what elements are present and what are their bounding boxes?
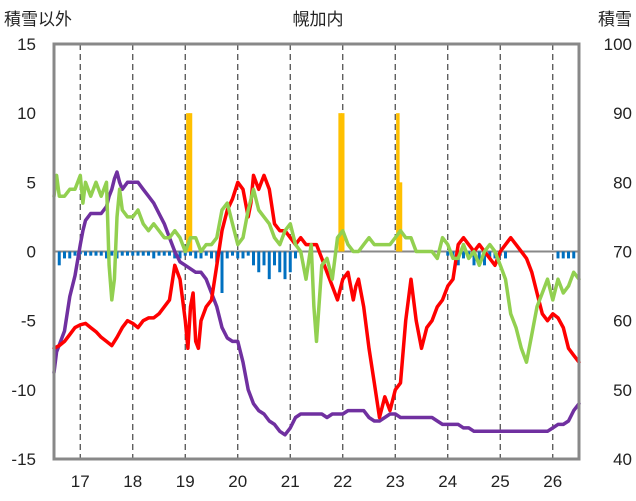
bar-blue [63, 251, 66, 259]
y-tick-left: -5 [21, 312, 36, 331]
bar-blue [131, 251, 135, 256]
y-tick-right: 50 [613, 381, 632, 400]
series-line [52, 173, 581, 364]
series-line [52, 170, 581, 437]
y-tick-left: -10 [11, 381, 36, 400]
bar-blue [561, 251, 565, 259]
x-tick: 17 [71, 472, 90, 491]
bar-snow [188, 113, 193, 252]
series-lines [52, 170, 581, 437]
bar-blue [194, 251, 198, 259]
bar-blue [183, 251, 187, 256]
bar-blue [572, 251, 576, 259]
bar-blue [136, 251, 140, 256]
bar-blue [283, 251, 287, 280]
bar-snow [338, 113, 342, 252]
bar-blue [105, 251, 108, 259]
y-tick-left: 0 [27, 243, 36, 262]
x-tick: 23 [386, 472, 405, 491]
bar-blue [252, 251, 255, 266]
bar-blue [152, 251, 156, 259]
left-axis-label: 積雪以外 [4, 10, 72, 30]
bar-blue [462, 251, 465, 259]
chart-title: 幌加内 [293, 10, 344, 30]
bar-blue [94, 251, 98, 256]
right-axis-label: 積雪 [598, 10, 632, 30]
bar-blue [504, 251, 507, 259]
y-tick-left: 10 [17, 104, 36, 123]
bar-blue [446, 251, 450, 256]
y-tick-right: 90 [613, 104, 632, 123]
x-tick: 20 [228, 472, 247, 491]
bar-blue [89, 251, 93, 256]
x-tick: 22 [333, 472, 352, 491]
x-tick: 21 [281, 472, 300, 491]
bar-blue [99, 251, 103, 256]
bar-blue [273, 251, 276, 266]
series-line [52, 173, 581, 420]
bar-snow [341, 113, 345, 252]
bar-blue [68, 251, 72, 259]
bar-blue [141, 251, 145, 256]
y-tick-right: 70 [613, 243, 632, 262]
bar-blue [231, 251, 234, 256]
bar-blue [278, 251, 282, 273]
bar-snow [396, 113, 400, 252]
bar-blue [204, 251, 208, 256]
y-tick-right: 60 [613, 312, 632, 331]
bar-blue [120, 251, 124, 256]
bar-blue [126, 251, 129, 256]
x-tick: 24 [438, 472, 457, 491]
bar-blue [288, 251, 292, 273]
y-tick-left: 15 [17, 35, 36, 54]
bar-blue [472, 251, 476, 266]
plot-frame [52, 42, 581, 461]
x-tick: 19 [176, 472, 195, 491]
bar-blue [199, 251, 203, 259]
bar-blue [147, 251, 150, 256]
bar-blue [477, 251, 481, 266]
bar-blue [556, 251, 560, 259]
bars-group [57, 113, 576, 293]
bar-blue [210, 251, 213, 259]
bar-blue [189, 251, 192, 256]
bar-blue [162, 251, 166, 256]
bar-blue [257, 251, 261, 273]
bar-blue [84, 251, 87, 256]
y-tick-left: 5 [27, 173, 36, 192]
y-tick-right: 40 [613, 450, 632, 469]
bar-blue [225, 251, 229, 259]
bar-blue [73, 251, 77, 256]
y-axis-left: 15 10 5 0 -5 -10 -15 [11, 35, 36, 469]
x-tick: 25 [491, 472, 510, 491]
bar-blue [567, 251, 570, 259]
bar-blue [110, 251, 114, 256]
bar-blue [483, 251, 486, 266]
bar-blue [157, 251, 161, 256]
bar-snow [398, 182, 403, 252]
bar-blue [262, 251, 266, 266]
x-axis: 17 18 19 20 21 22 23 24 25 26 [71, 472, 562, 491]
bar-snow [186, 113, 190, 252]
bar-blue [178, 251, 182, 259]
bar-blue [267, 251, 271, 280]
y-tick-right: 80 [613, 173, 632, 192]
y-tick-right: 100 [604, 35, 632, 54]
y-tick-left: -15 [11, 450, 36, 469]
bar-blue [220, 251, 224, 293]
y-axis-right: 100 90 80 70 60 50 40 [604, 35, 632, 469]
bar-blue [241, 251, 245, 259]
bar-blue [236, 251, 240, 259]
bar-blue [488, 251, 492, 259]
x-tick: 18 [123, 472, 142, 491]
bar-blue [168, 251, 171, 256]
x-tick: 26 [543, 472, 562, 491]
bar-blue [294, 251, 297, 259]
bar-blue [57, 251, 61, 266]
bar-blue [246, 251, 250, 256]
